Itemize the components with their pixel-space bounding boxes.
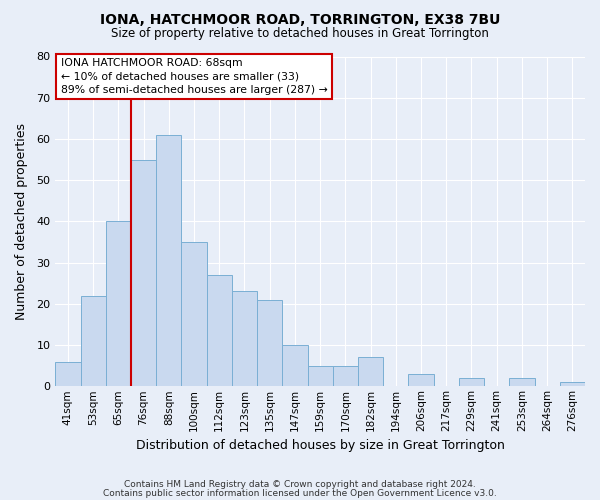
Bar (232, 292, 257, 386)
Bar (509, 378, 535, 386)
Bar (257, 300, 283, 386)
Bar (308, 366, 333, 386)
Text: Contains public sector information licensed under the Open Government Licence v3: Contains public sector information licen… (103, 488, 497, 498)
Bar (55, 362, 80, 386)
Bar (358, 358, 383, 386)
Text: Contains HM Land Registry data © Crown copyright and database right 2024.: Contains HM Land Registry data © Crown c… (124, 480, 476, 489)
Bar (131, 160, 156, 386)
Bar (206, 275, 232, 386)
X-axis label: Distribution of detached houses by size in Great Torrington: Distribution of detached houses by size … (136, 440, 505, 452)
Text: Size of property relative to detached houses in Great Torrington: Size of property relative to detached ho… (111, 28, 489, 40)
Bar (80, 296, 106, 386)
Bar (409, 374, 434, 386)
Bar (560, 382, 585, 386)
Bar (283, 345, 308, 387)
Y-axis label: Number of detached properties: Number of detached properties (15, 123, 28, 320)
Bar (459, 378, 484, 386)
Bar (106, 222, 131, 386)
Text: IONA HATCHMOOR ROAD: 68sqm
← 10% of detached houses are smaller (33)
89% of semi: IONA HATCHMOOR ROAD: 68sqm ← 10% of deta… (61, 58, 328, 94)
Text: IONA, HATCHMOOR ROAD, TORRINGTON, EX38 7BU: IONA, HATCHMOOR ROAD, TORRINGTON, EX38 7… (100, 12, 500, 26)
Bar (333, 366, 358, 386)
Bar (156, 135, 181, 386)
Bar (181, 242, 206, 386)
